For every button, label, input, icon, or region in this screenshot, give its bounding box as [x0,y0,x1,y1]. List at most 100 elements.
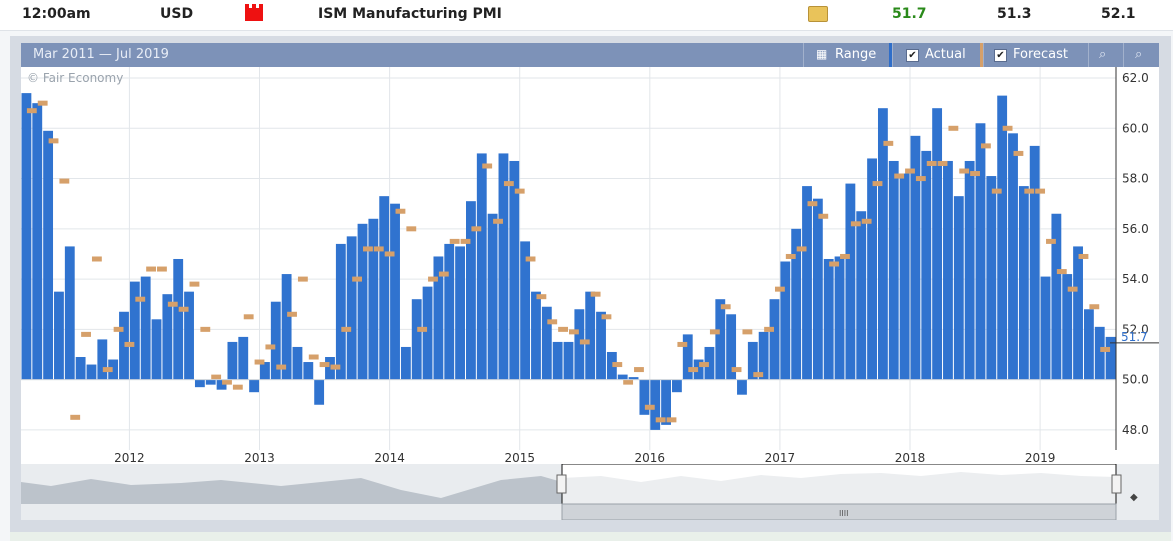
range-button[interactable]: ▦ Range [803,43,890,67]
forecast-toggle[interactable]: ✔ Forecast [983,43,1084,67]
x-tick-label: 2018 [895,451,926,464]
forecast-marker [688,367,699,373]
actual-bar [1029,145,1040,380]
actual-bar [509,160,520,380]
forecast-marker [319,362,330,368]
actual-bar [368,218,379,380]
actual-bar [390,203,400,380]
actual-bar [498,153,509,380]
actual-bar [54,291,64,380]
actual-bar [585,291,596,380]
actual-bar [943,160,953,380]
forecast-marker [850,221,861,227]
forecast-marker [536,294,547,300]
forecast-checkbox[interactable]: ✔ [994,49,1007,62]
actual-bar [108,359,119,380]
y-tick-label: 48.0 [1122,423,1149,437]
actual-bar [270,301,281,380]
calendar-icon: ▦ [816,47,828,61]
forecast-value: 51.3 [997,6,1032,22]
forecast-marker [395,208,406,214]
event-title[interactable]: ISM Manufacturing PMI [318,6,502,22]
forecast-marker [178,306,189,312]
zoom-out-button[interactable]: ⌕ [1123,43,1160,67]
zoom-in-icon: ⌕ [1099,47,1107,62]
actual-bar [834,256,845,380]
forecast-marker [330,364,341,370]
actual-bar [379,196,390,380]
range-label: Range [835,47,877,62]
actual-bar [888,160,899,380]
actual-bar [617,374,628,380]
actual-bar [531,291,541,380]
forecast-marker [991,188,1002,194]
forecast-marker [915,176,926,182]
forecast-marker [308,354,319,360]
forecast-marker [829,261,840,267]
actual-bar [476,153,487,380]
forecast-marker [1035,188,1046,194]
event-row[interactable]: 12:00am USD ISM Manufacturing PMI 51.7 5… [0,0,1173,31]
range-navigator[interactable]: IIII ◆ [21,464,1159,520]
actual-bar [205,379,216,385]
forecast-marker [102,367,113,373]
forecast-marker [1002,125,1013,131]
forecast-marker [438,271,449,277]
forecast-marker [167,301,178,307]
forecast-marker [449,238,460,244]
forecast-marker [1100,346,1111,352]
y-tick-label: 54.0 [1122,272,1149,286]
forecast-marker [254,359,265,365]
forecast-marker [1056,269,1067,275]
actual-bar [1018,186,1029,380]
forecast-marker [26,108,37,114]
actual-bar [606,351,617,380]
forecast-marker [699,362,709,368]
actual-bar [1040,276,1051,380]
folder-icon[interactable] [808,6,828,22]
actual-bar [303,362,314,380]
actual-bar [671,379,682,393]
forecast-marker [428,276,438,282]
watermark: © Fair Economy [27,71,124,85]
actual-color-swatch [889,43,892,67]
actual-toggle[interactable]: ✔ Actual [892,43,981,67]
forecast-marker [493,218,503,224]
navigator-left-handle[interactable] [556,474,567,494]
forecast-marker [222,379,232,385]
forecast-marker [861,218,872,224]
actual-bar [357,223,368,380]
actual-bar [693,359,704,380]
actual-bar [726,314,737,380]
y-tick-label: 62.0 [1122,71,1149,85]
forecast-marker [1067,286,1078,292]
y-tick-label: 56.0 [1122,222,1149,236]
actual-bar [129,281,140,380]
actual-bar [563,341,574,380]
navigator-scrollbar[interactable] [561,503,1117,520]
x-tick-label: 2014 [374,451,405,464]
actual-bar [769,299,780,380]
zoom-in-button[interactable]: ⌕ [1088,43,1124,67]
actual-bar [552,341,563,380]
scroll-arrows-icon[interactable]: ◆ [1130,492,1138,503]
event-currency: USD [160,6,194,22]
navigator-overview: IIII ◆ [21,464,1159,520]
chart-toolbar: Mar 2011 — Jul 2019 ▦ Range ✔ Actual ✔ F… [21,43,1159,67]
forecast-marker [48,138,59,144]
forecast-marker [547,319,558,325]
forecast-marker [677,341,688,347]
forecast-marker [70,414,81,420]
forecast-marker [384,251,395,257]
actual-checkbox[interactable]: ✔ [906,49,919,62]
bottom-strip [10,532,1171,541]
navigator-right-handle[interactable] [1111,474,1122,494]
forecast-marker [926,160,937,166]
actual-bar [704,346,715,380]
forecast-marker [525,256,536,262]
forecast-marker [37,100,48,106]
actual-bar [227,341,238,380]
svg-text:IIII: IIII [839,509,848,518]
actual-bar [487,213,498,380]
actual-bar [520,241,531,380]
